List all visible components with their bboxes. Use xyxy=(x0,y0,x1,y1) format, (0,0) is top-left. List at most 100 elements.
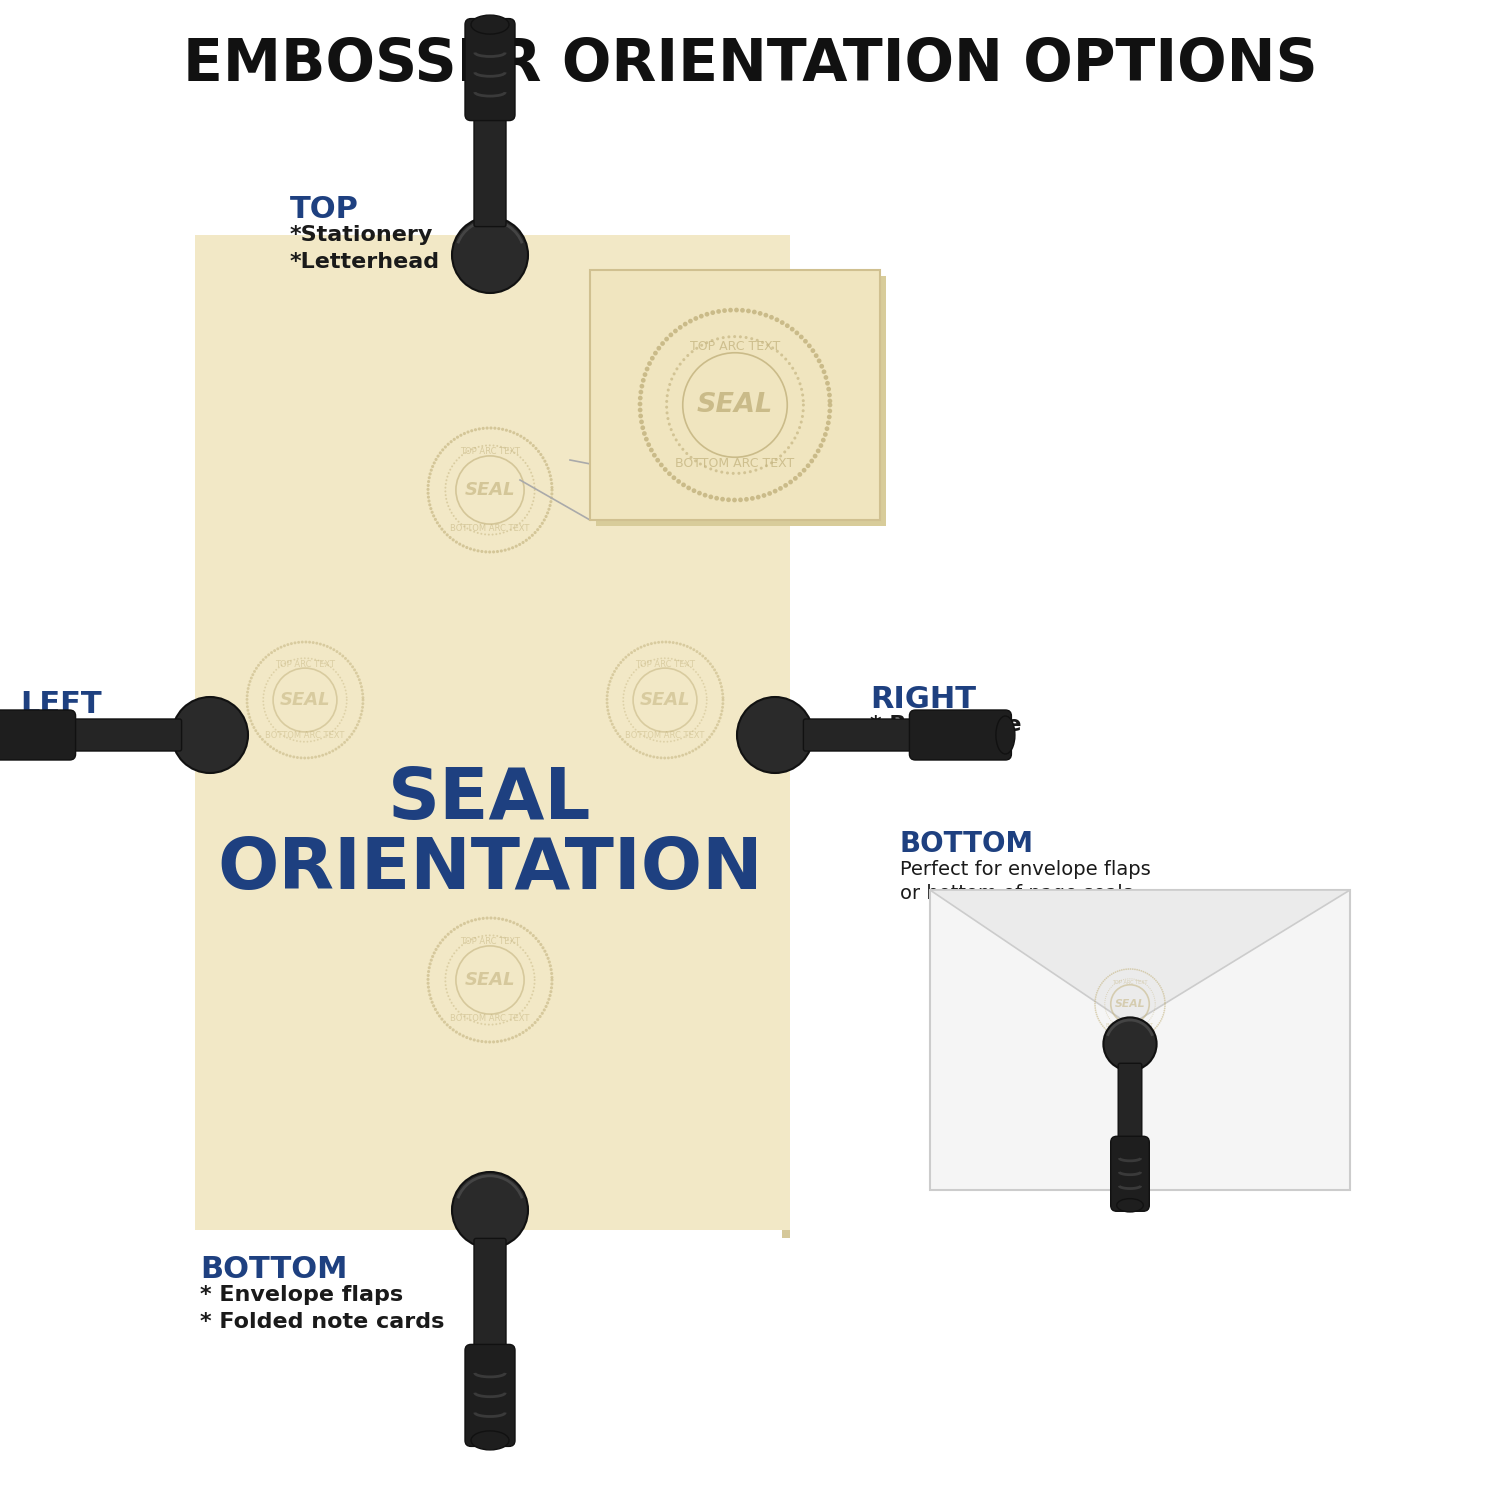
Circle shape xyxy=(680,738,682,740)
Circle shape xyxy=(308,657,309,660)
Circle shape xyxy=(486,426,489,429)
Circle shape xyxy=(716,672,718,675)
Circle shape xyxy=(706,696,708,699)
Circle shape xyxy=(489,934,490,936)
Circle shape xyxy=(815,354,819,358)
Circle shape xyxy=(705,340,708,344)
Circle shape xyxy=(474,918,477,921)
Circle shape xyxy=(320,642,322,645)
Circle shape xyxy=(346,696,348,699)
Circle shape xyxy=(172,698,248,772)
Circle shape xyxy=(345,706,346,708)
Circle shape xyxy=(433,518,436,520)
Circle shape xyxy=(444,984,447,986)
Circle shape xyxy=(261,738,264,741)
Circle shape xyxy=(714,496,718,501)
Circle shape xyxy=(447,476,448,477)
Circle shape xyxy=(484,444,488,447)
Circle shape xyxy=(510,940,513,942)
Circle shape xyxy=(656,740,658,742)
Circle shape xyxy=(666,417,669,420)
Circle shape xyxy=(670,658,672,660)
Circle shape xyxy=(345,710,346,711)
Circle shape xyxy=(528,468,531,470)
Circle shape xyxy=(510,450,513,452)
Circle shape xyxy=(430,1000,433,1004)
Circle shape xyxy=(248,684,250,687)
Circle shape xyxy=(825,381,830,386)
Circle shape xyxy=(300,657,302,660)
Circle shape xyxy=(746,309,752,314)
FancyBboxPatch shape xyxy=(465,18,514,120)
Bar xyxy=(930,890,1350,1190)
Circle shape xyxy=(708,735,711,738)
Circle shape xyxy=(466,528,468,530)
Circle shape xyxy=(472,549,476,552)
Circle shape xyxy=(450,958,452,960)
Circle shape xyxy=(519,435,522,438)
Circle shape xyxy=(774,318,780,322)
Circle shape xyxy=(638,402,642,406)
Circle shape xyxy=(766,490,772,496)
Circle shape xyxy=(624,656,627,658)
Circle shape xyxy=(489,426,492,429)
Circle shape xyxy=(1164,1005,1166,1007)
Circle shape xyxy=(726,498,730,502)
Circle shape xyxy=(624,690,626,692)
Circle shape xyxy=(447,472,450,474)
Circle shape xyxy=(328,646,332,650)
Circle shape xyxy=(758,310,762,316)
Bar xyxy=(590,270,880,520)
Circle shape xyxy=(488,1023,490,1026)
Circle shape xyxy=(1094,1005,1096,1007)
Circle shape xyxy=(674,756,676,759)
Circle shape xyxy=(268,720,270,722)
Circle shape xyxy=(264,741,267,744)
Circle shape xyxy=(500,549,502,552)
Circle shape xyxy=(622,693,624,694)
Circle shape xyxy=(627,680,628,682)
Circle shape xyxy=(1161,1016,1164,1019)
Circle shape xyxy=(1149,974,1150,975)
Circle shape xyxy=(549,500,552,502)
Circle shape xyxy=(819,364,824,369)
Circle shape xyxy=(429,468,433,471)
Circle shape xyxy=(345,690,346,692)
Circle shape xyxy=(622,658,624,662)
Circle shape xyxy=(315,658,316,660)
Circle shape xyxy=(645,366,650,372)
Circle shape xyxy=(438,525,441,528)
Circle shape xyxy=(630,674,633,676)
Text: SEAL: SEAL xyxy=(698,392,772,418)
Circle shape xyxy=(668,382,672,386)
Circle shape xyxy=(1102,1024,1104,1028)
Circle shape xyxy=(433,1008,436,1011)
Text: BOTTOM ARC TEXT: BOTTOM ARC TEXT xyxy=(626,732,705,741)
Circle shape xyxy=(456,950,458,951)
Circle shape xyxy=(522,436,525,439)
Circle shape xyxy=(610,676,614,680)
Circle shape xyxy=(534,447,537,450)
Circle shape xyxy=(506,429,509,432)
Circle shape xyxy=(710,663,712,666)
Circle shape xyxy=(270,723,272,724)
Circle shape xyxy=(1128,968,1130,970)
Circle shape xyxy=(522,459,524,460)
Circle shape xyxy=(460,454,464,456)
Circle shape xyxy=(488,1041,490,1044)
Circle shape xyxy=(444,446,447,448)
Circle shape xyxy=(501,918,504,921)
Circle shape xyxy=(267,680,268,682)
Circle shape xyxy=(750,338,753,340)
Circle shape xyxy=(492,444,495,447)
Circle shape xyxy=(334,670,338,674)
Circle shape xyxy=(778,486,783,490)
Circle shape xyxy=(1110,1032,1112,1035)
Circle shape xyxy=(472,531,476,532)
Circle shape xyxy=(486,916,489,920)
Circle shape xyxy=(754,468,758,471)
Circle shape xyxy=(444,936,447,939)
Circle shape xyxy=(660,657,662,660)
Circle shape xyxy=(448,999,452,1000)
Circle shape xyxy=(532,496,536,498)
